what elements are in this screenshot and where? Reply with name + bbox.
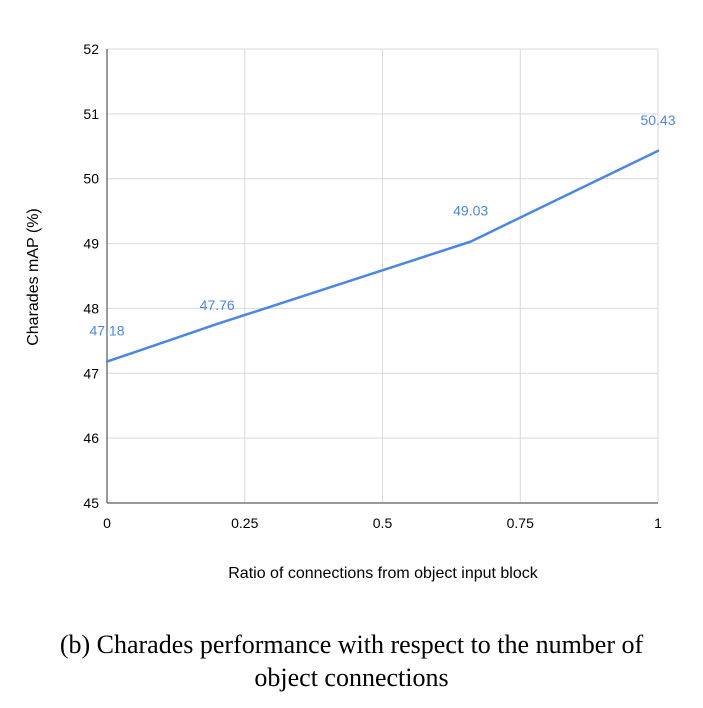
y-tick-label: 51 [83,106,99,122]
x-tick-label: 1 [654,515,662,531]
y-axis-title: Charades mAP (%) [25,208,42,346]
x-tick-label: 0 [103,515,111,531]
y-tick-label: 48 [83,300,99,316]
data-labels: 47.18 47.76 49.03 50.43 [89,112,675,339]
y-tick-label: 45 [83,495,99,511]
data-label: 49.03 [453,203,488,219]
x-tick-label: 0.25 [231,515,258,531]
series-line [105,149,660,363]
grid [107,48,659,503]
x-tick-label: 0.75 [507,515,534,531]
y-tick-label: 47 [83,365,99,381]
data-label: 50.43 [640,112,675,128]
x-axis-title: Ratio of connections from object input b… [228,565,539,582]
line-chart: 45 46 47 48 49 50 51 52 0 0.25 0.5 0.75 1 47.18 47.76… [25,41,676,582]
axes [106,49,658,504]
x-tick-label: 0.5 [373,515,393,531]
y-tick-label: 52 [83,41,99,57]
series [105,149,660,363]
tick-labels: 45 46 47 48 49 50 51 52 0 0.25 0.5 0.75 1 [83,41,662,531]
caption-line-1: (b) Charades performance with respect to… [59,630,644,659]
data-label: 47.76 [200,297,235,313]
data-label: 47.18 [89,323,124,339]
caption-line-2: object connections [254,663,449,692]
y-tick-label: 49 [83,236,99,252]
y-tick-label: 46 [83,430,99,446]
y-tick-label: 50 [83,171,99,187]
figure-caption: (b) Charades performance with respect to… [0,628,703,694]
